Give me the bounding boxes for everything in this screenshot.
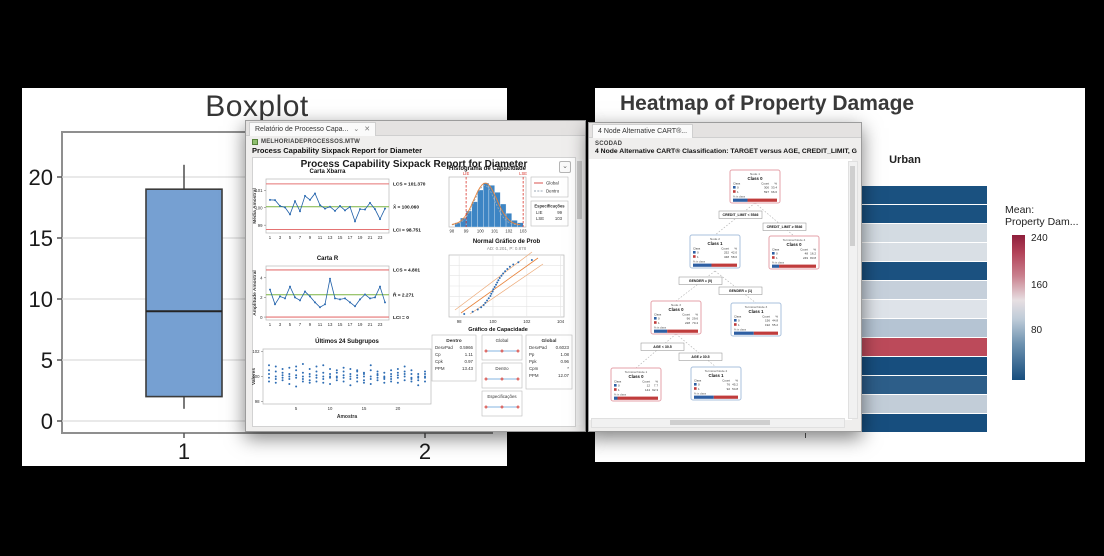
heatmap-cell-2 xyxy=(862,205,987,224)
svg-text:15: 15 xyxy=(29,226,53,251)
process-report-canvas xyxy=(252,157,576,427)
report-collapse-button[interactable]: ⌄ xyxy=(559,161,571,173)
heatmap-cell-9 xyxy=(862,338,987,357)
cart-hscrollbar[interactable] xyxy=(591,418,845,428)
heatmap-legend-title-2: Property Dam... xyxy=(1005,216,1079,228)
cart-worksheet-name: SCODAD xyxy=(595,140,623,147)
heatmap-cell-10 xyxy=(862,357,987,376)
heatmap-cell-8 xyxy=(862,319,987,338)
tab-close-icon[interactable]: ✕ xyxy=(364,126,371,133)
cart-vscrollbar[interactable] xyxy=(848,161,858,419)
heatmap-legend-tick-240: 240 xyxy=(1031,233,1048,244)
worksheet-name: MELHORIADEPROCESSOS.MTW xyxy=(261,138,360,145)
heatmap-cells xyxy=(862,186,987,433)
worksheet-icon xyxy=(252,138,258,145)
heatmap-cell-3 xyxy=(862,224,987,243)
cart-hscroll-thumb[interactable] xyxy=(670,420,770,425)
process-report-heading: Process Capability Sixpack Report for Di… xyxy=(252,146,423,155)
heatmap-legend-gradient xyxy=(1012,235,1025,380)
svg-text:2: 2 xyxy=(419,439,431,464)
process-capability-window[interactable]: Relatório de Processo Capa... ⌄ ✕ MELHOR… xyxy=(245,120,586,432)
heatmap-legend-tick-160: 160 xyxy=(1031,280,1048,291)
cart-window-tab-label: 4 Node Alternative CART®... xyxy=(598,128,688,135)
svg-text:0: 0 xyxy=(41,409,53,434)
heatmap-cell-1 xyxy=(862,186,987,205)
svg-text:1: 1 xyxy=(178,439,190,464)
tab-collapse-icon[interactable]: ⌄ xyxy=(353,126,360,133)
heatmap-cell-13 xyxy=(862,414,987,433)
cart-tree-canvas xyxy=(589,159,852,420)
heatmap-cell-6 xyxy=(862,281,987,300)
heatmap-legend-tick-80: 80 xyxy=(1031,325,1043,336)
process-window-vscrollbar[interactable] xyxy=(576,159,583,425)
heatmap-axis-tick xyxy=(805,433,806,438)
cart-heading: 4 Node Alternative CART® Classification:… xyxy=(595,148,857,155)
svg-text:20: 20 xyxy=(29,165,53,190)
heatmap-cell-11 xyxy=(862,376,987,395)
process-window-tabbar: Relatório de Processo Capa... ⌄ ✕ xyxy=(246,121,585,136)
heatmap-cell-5 xyxy=(862,262,987,281)
cart-window-tab[interactable]: 4 Node Alternative CART®... xyxy=(592,124,694,138)
cart-worksheet-bar: SCODAD xyxy=(595,139,622,148)
svg-text:5: 5 xyxy=(41,348,53,373)
heatmap-column-label: Urban xyxy=(889,154,921,166)
cart-window[interactable]: 4 Node Alternative CART®... SCODAD 4 Nod… xyxy=(588,122,862,432)
process-window-tab-label: Relatório de Processo Capa... xyxy=(255,126,349,133)
svg-text:10: 10 xyxy=(29,287,53,312)
boxplot-title: Boxplot xyxy=(205,90,309,123)
heatmap-cell-12 xyxy=(862,395,987,414)
heatmap-cell-4 xyxy=(862,243,987,262)
cart-vscroll-thumb[interactable] xyxy=(850,166,855,246)
process-window-tab[interactable]: Relatório de Processo Capa... ⌄ ✕ xyxy=(249,122,377,136)
heatmap-legend-title-1: Mean: xyxy=(1005,204,1035,216)
worksheet-bar: MELHORIADEPROCESSOS.MTW xyxy=(252,137,360,146)
process-window-vscroll-thumb[interactable] xyxy=(577,161,582,219)
heatmap-title: Heatmap of Property Damage xyxy=(620,92,915,115)
cart-window-tabbar: 4 Node Alternative CART®... xyxy=(589,123,861,138)
heatmap-cell-7 xyxy=(862,300,987,319)
